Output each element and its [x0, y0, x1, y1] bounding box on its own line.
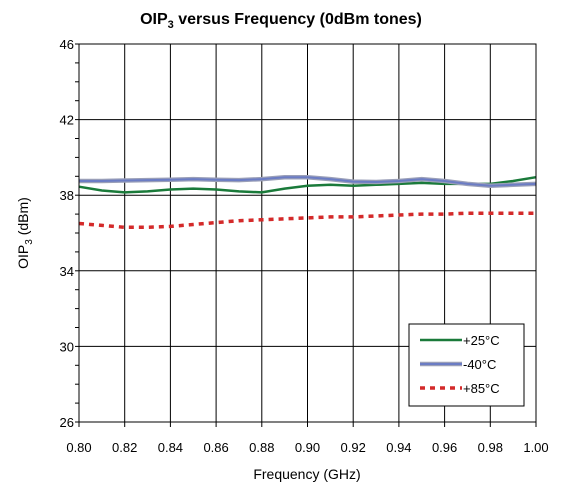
- chart-title-main: OIP: [140, 11, 168, 28]
- y-axis-label-main: OIP: [15, 245, 31, 269]
- legend-item-25c-label: +25°C: [463, 333, 500, 348]
- y-axis-label-subscript: 3: [24, 239, 35, 245]
- ticks: [75, 43, 537, 427]
- legend-item-85c-label: +85°C: [463, 381, 500, 396]
- y-axis-label-suffix: (dBm): [15, 197, 31, 239]
- tick-labels: 0.80 0.82 0.84 0.86 0.88 0.90 0.92 0.94 0.96 0.98…: [60, 37, 549, 455]
- chart-title-suffix: versus Frequency (0dBm tones): [174, 11, 422, 28]
- y-tick-label: 46: [60, 37, 74, 52]
- y-tick-label: 26: [60, 415, 74, 430]
- y-tick-label: 30: [60, 339, 74, 354]
- x-tick-label: 0.92: [341, 440, 366, 455]
- x-tick-label: 0.94: [386, 440, 411, 455]
- y-tick-label: 42: [60, 113, 74, 128]
- x-tick-label: 0.82: [112, 440, 137, 455]
- series-group: [78, 174, 537, 230]
- legend-item-minus40c-label: -40°C: [463, 357, 496, 372]
- x-tick-label: 1.00: [523, 440, 548, 455]
- y-tick-label: 38: [60, 188, 74, 203]
- x-tick-label: 0.86: [203, 440, 228, 455]
- series-line-minus40c: [79, 176, 537, 187]
- chart-title: OIP3 versus Frequency (0dBm tones): [140, 11, 422, 31]
- x-tick-label: 0.96: [432, 440, 457, 455]
- x-tick-label: 0.88: [249, 440, 274, 455]
- x-axis-label: Frequency (GHz): [253, 466, 360, 482]
- x-tick-label: 0.80: [66, 440, 91, 455]
- x-tick-label: 0.84: [158, 440, 183, 455]
- x-tick-label: 0.90: [295, 440, 320, 455]
- y-tick-label: 34: [60, 264, 74, 279]
- series-line-85c: [78, 211, 536, 230]
- y-axis-label: OIP3 (dBm): [15, 197, 35, 269]
- legend: +25°C -40°C +85°C: [408, 323, 525, 407]
- chart-title-subscript: 3: [168, 19, 174, 31]
- x-tick-label: 0.98: [478, 440, 503, 455]
